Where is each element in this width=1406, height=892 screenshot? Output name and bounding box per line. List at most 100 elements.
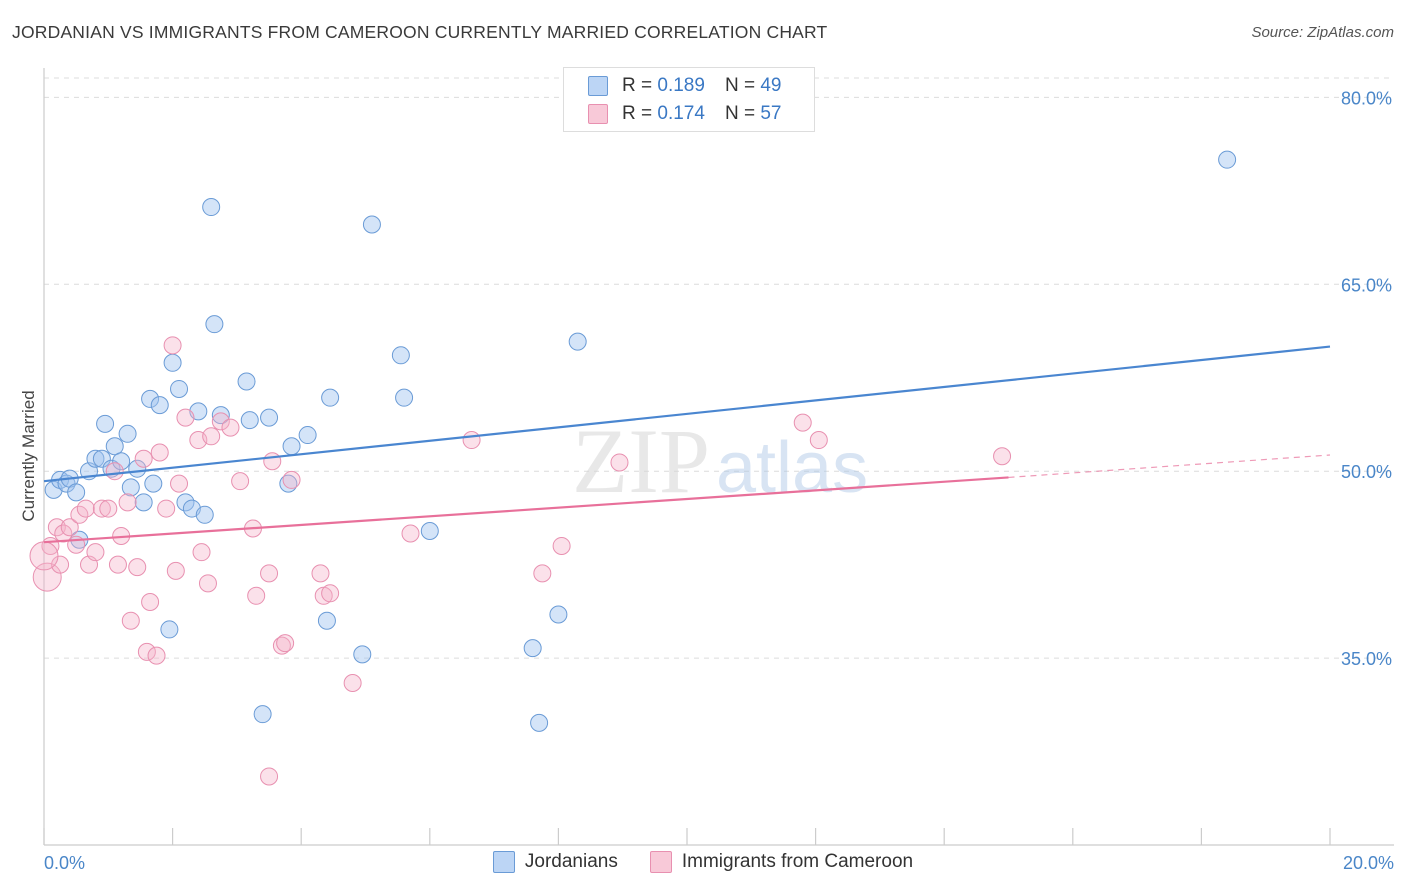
- data-point: [99, 499, 118, 518]
- data-point: [192, 543, 211, 562]
- data-point: [263, 452, 282, 471]
- source-credit: Source: ZipAtlas.com: [1251, 24, 1394, 41]
- data-point: [86, 543, 105, 562]
- legend-n-value: 57: [760, 103, 782, 124]
- data-point: [552, 536, 571, 555]
- data-point: [533, 564, 552, 583]
- data-point: [247, 586, 266, 605]
- trend-lines: [43, 345, 1331, 544]
- data-point: [321, 584, 340, 603]
- data-point: [298, 426, 317, 445]
- data-point: [157, 499, 176, 518]
- data-point: [317, 611, 336, 630]
- data-point: [51, 555, 70, 574]
- data-point: [67, 483, 86, 502]
- data-point: [231, 472, 250, 491]
- data-point: [793, 413, 812, 432]
- data-point: [362, 215, 381, 234]
- legend-r-label: R =: [622, 103, 653, 124]
- data-point: [202, 427, 221, 446]
- data-point: [118, 493, 137, 512]
- data-point: [92, 499, 111, 518]
- series-label-cameroon: Immigrants from Cameroon: [681, 851, 914, 872]
- series-legend-jordanians: Jordanians: [492, 851, 618, 873]
- series-legend-cameroon: Immigrants from Cameroon: [649, 851, 914, 873]
- data-point: [240, 411, 259, 430]
- series-swatch-jordanians: [492, 851, 515, 873]
- series-label-jordanians: Jordanians: [524, 851, 618, 872]
- data-point: [121, 611, 140, 630]
- data-point: [92, 449, 111, 468]
- data-point: [343, 674, 362, 693]
- data-point: [353, 645, 372, 664]
- data-point: [198, 574, 217, 593]
- data-point: [147, 646, 166, 665]
- data-point: [112, 452, 131, 471]
- data-point: [105, 462, 124, 481]
- data-point: [118, 424, 137, 443]
- watermark-zip: ZIP: [572, 410, 710, 512]
- data-point: [150, 396, 169, 415]
- data-point: [163, 336, 182, 355]
- trend-line-extension: [1008, 454, 1331, 479]
- data-point: [121, 478, 140, 497]
- series-legend: Jordanians Immigrants from Cameroon: [0, 851, 1406, 873]
- data-point: [253, 705, 272, 724]
- data-point: [205, 315, 224, 334]
- data-point: [128, 558, 147, 577]
- data-point: [311, 564, 330, 583]
- data-point: [260, 767, 279, 786]
- data-point: [395, 388, 414, 407]
- legend-swatch-jordanians: [588, 76, 608, 96]
- axes: [43, 68, 1394, 846]
- data-point: [549, 605, 568, 624]
- y-tick-label: 80.0%: [1341, 88, 1392, 108]
- data-point: [568, 332, 587, 351]
- data-point: [141, 389, 160, 408]
- data-point: [202, 198, 221, 217]
- y-tick-label: 65.0%: [1341, 275, 1392, 295]
- series-swatch-cameroon: [649, 851, 672, 873]
- y-axis-label: Currently Married: [19, 390, 38, 521]
- chart-title: JORDANIAN VS IMMIGRANTS FROM CAMEROON CU…: [12, 22, 828, 42]
- data-point: [211, 406, 230, 425]
- legend-r-label: R =: [622, 75, 653, 96]
- data-point: [137, 642, 156, 661]
- data-point: [86, 449, 105, 468]
- data-point: [282, 470, 301, 489]
- data-point: [282, 437, 301, 456]
- data-point: [134, 493, 153, 512]
- data-point: [166, 561, 185, 580]
- data-point: [391, 346, 410, 365]
- data-point: [195, 505, 214, 524]
- legend-r-value: 0.174: [657, 103, 705, 124]
- data-point: [809, 431, 828, 450]
- data-point: [76, 499, 95, 518]
- data-point: [141, 593, 160, 612]
- data-point: [150, 443, 169, 462]
- data-point: [1218, 150, 1237, 169]
- grid-lines: [44, 77, 1394, 659]
- data-point: [321, 388, 340, 407]
- y-tick-label: 50.0%: [1341, 462, 1392, 482]
- data-point: [163, 353, 182, 372]
- legend-swatch-cameroon: [588, 104, 608, 124]
- data-point: [462, 431, 481, 450]
- data-point: [276, 634, 295, 653]
- data-point: [134, 449, 153, 468]
- trend-line: [43, 476, 1009, 544]
- y-tick-label: 35.0%: [1341, 649, 1392, 669]
- data-point: [60, 518, 79, 537]
- data-point: [105, 437, 124, 456]
- data-point: [993, 447, 1012, 466]
- data-point: [260, 408, 279, 427]
- data-point: [420, 522, 439, 540]
- legend-r-value: 0.189: [657, 75, 705, 96]
- data-point: [170, 474, 189, 493]
- data-point: [272, 636, 291, 655]
- data-point: [29, 541, 59, 571]
- data-point: [144, 474, 163, 493]
- data-point: [221, 418, 240, 437]
- data-point: [176, 408, 195, 427]
